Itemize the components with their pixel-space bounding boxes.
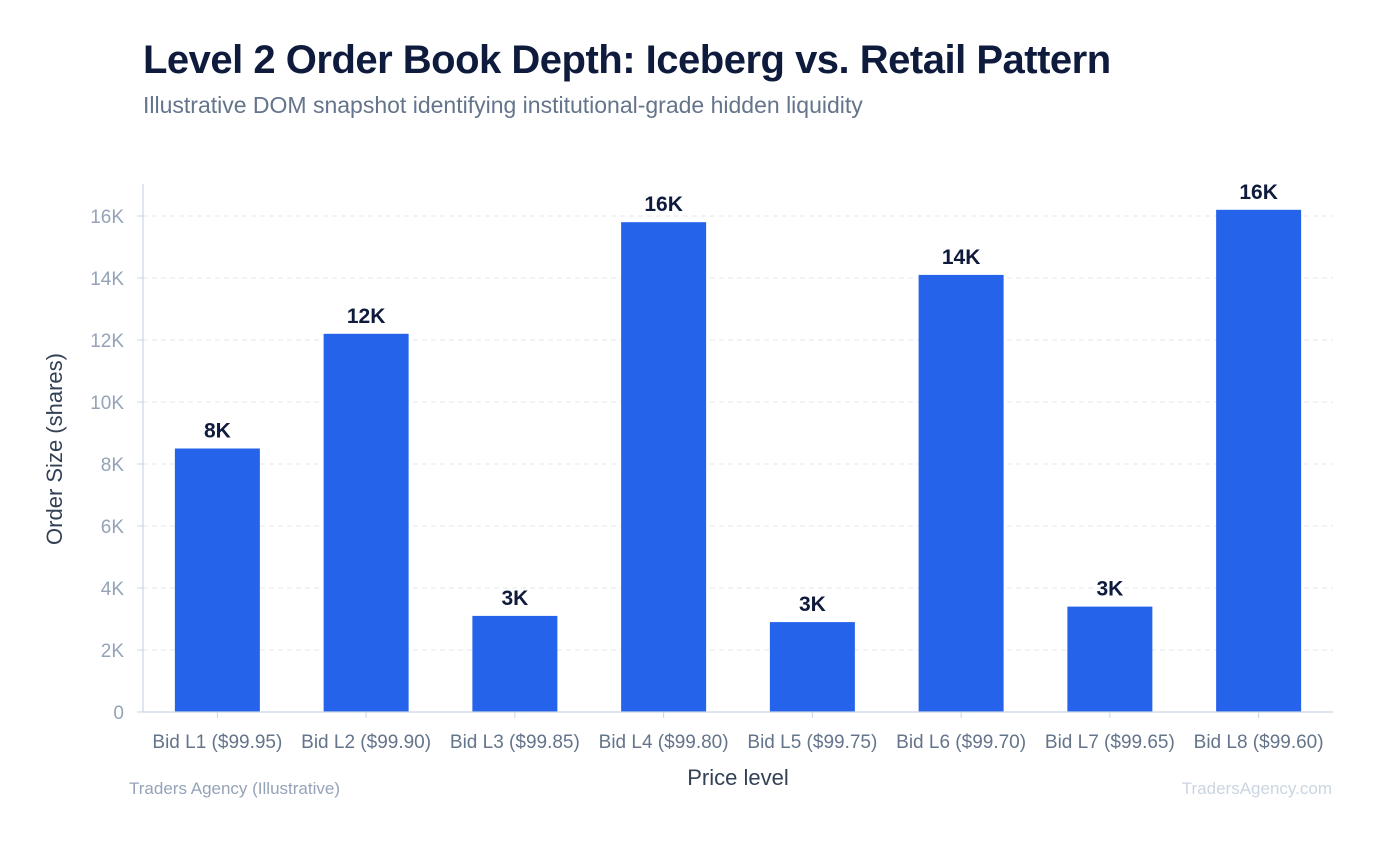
x-tick-label: Bid L5 ($99.75) [747,732,877,753]
bar-value-label: 16K [644,193,683,216]
x-tick-label: Bid L8 ($99.60) [1194,732,1324,753]
labels: 0 2K 4K 6K 8K 10K 12K 14K 16K 8K Bid L1 ($99.95) 12… [90,181,1323,753]
y-tick-label: 8K [101,455,125,476]
y-tick-label: 6K [101,517,125,538]
bars [174,209,1302,713]
bar-value-label: 3K [799,593,826,616]
bar [621,222,707,712]
y-tick-label: 2K [101,641,125,662]
chart-subtitle: Illustrative DOM snapshot identifying in… [143,92,863,118]
y-tick-label: 0 [113,703,124,724]
grid-lines [143,215,1333,651]
y-tick-label: 4K [101,579,125,600]
x-tick-label: Bid L7 ($99.65) [1045,732,1175,753]
y-tick-label: 12K [90,331,124,352]
bar [918,274,1004,712]
bar [1067,606,1153,712]
y-tick-label: 14K [90,269,124,290]
axes [137,184,1333,718]
bar-value-label: 16K [1239,181,1278,204]
bar [174,448,260,712]
x-tick-label: Bid L1 ($99.95) [152,732,282,753]
x-tick-label: Bid L2 ($99.90) [301,732,431,753]
y-tick-label: 10K [90,393,124,414]
bar-value-label: 14K [942,246,981,269]
bar-value-label: 8K [204,420,231,443]
bar-value-label: 3K [1096,578,1123,601]
bar [472,615,558,712]
bar [323,333,409,712]
x-tick-label: Bid L6 ($99.70) [896,732,1026,753]
x-axis-title: Price level [687,765,788,790]
y-tick-label: 16K [90,207,124,228]
x-tick-label: Bid L4 ($99.80) [599,732,729,753]
watermark-text: TradersAgency.com [1181,779,1332,798]
bar-value-label: 3K [501,587,528,610]
chart-title: Level 2 Order Book Depth: Iceberg vs. Re… [143,38,1111,82]
x-tick-label: Bid L3 ($99.85) [450,732,580,753]
bar [1216,209,1302,713]
bar-value-label: 12K [347,305,386,328]
bar [769,622,855,712]
source-note: Traders Agency (Illustrative) [129,779,340,798]
y-axis-title: Order Size (shares) [42,353,67,545]
